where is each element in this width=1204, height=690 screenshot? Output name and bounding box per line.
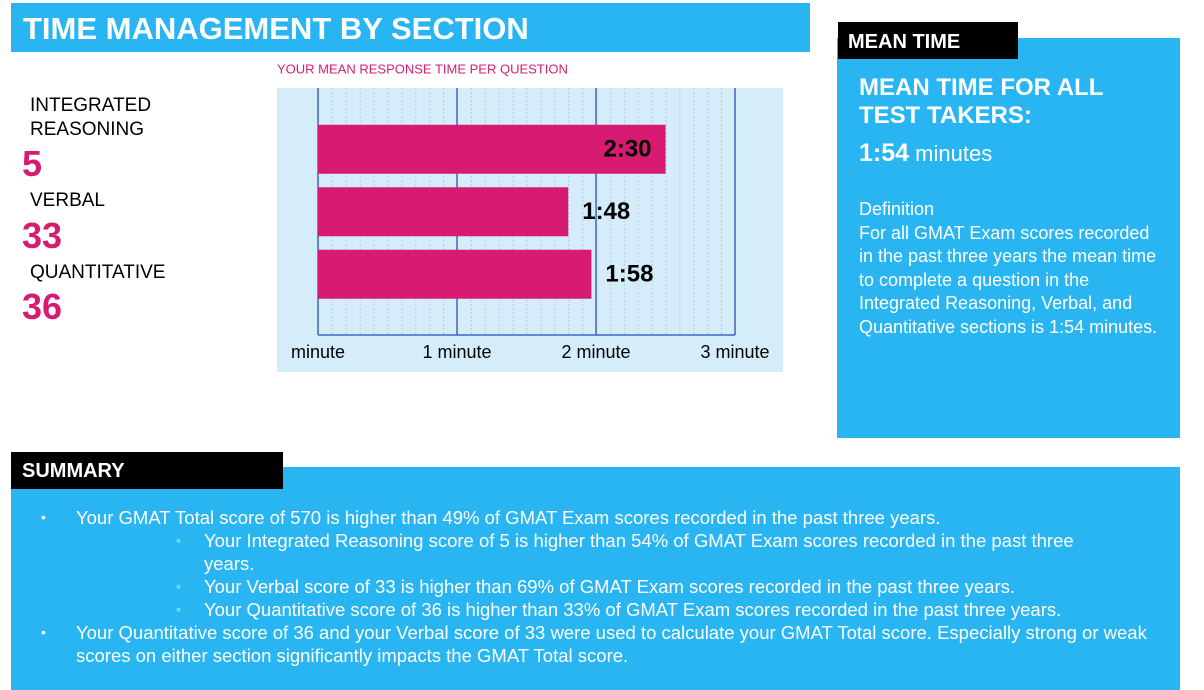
summary-subitem: Your Quantitative score of 36 is higher … — [76, 598, 1180, 621]
mean-time-panel: MEAN TIME FOR ALL TEST TAKERS: 1:54 minu… — [837, 38, 1180, 438]
bar — [318, 249, 592, 299]
section-score: 5 — [22, 143, 43, 184]
x-tick-label: 1 minute — [422, 342, 491, 362]
summary-subitem: Your Verbal score of 33 is higher than 6… — [76, 575, 1180, 598]
bar — [318, 124, 666, 174]
section-label: INTEGRATED REASONING — [30, 95, 152, 140]
x-tick-label: 3 minute — [701, 342, 770, 362]
summary-text: Your Quantitative score of 36 and your V… — [76, 622, 1147, 666]
section-score: 33 — [22, 215, 63, 256]
chart-subtitle: YOUR MEAN RESPONSE TIME PER QUESTION — [277, 61, 568, 76]
summary-text: Your GMAT Total score of 570 is higher t… — [76, 507, 941, 528]
value-label: 2:30 — [603, 136, 651, 163]
mean-time-header: MEAN TIME — [838, 22, 1018, 59]
section-label: QUANTITATIVE — [30, 262, 166, 283]
definition-block: Definition For all GMAT Exam scores reco… — [859, 198, 1164, 339]
value-label: 1:48 — [582, 198, 630, 225]
value-label: 1:58 — [605, 261, 653, 288]
mean-time-value-row: 1:54 minutes — [859, 139, 992, 168]
summary-list: Your GMAT Total score of 570 is higher t… — [11, 506, 1180, 667]
summary-sublist: Your Integrated Reasoning score of 5 is … — [76, 529, 1180, 621]
definition-label: Definition — [859, 199, 935, 219]
mean-time-heading: MEAN TIME FOR ALL TEST TAKERS: — [859, 74, 1103, 129]
section-score: 36 — [22, 286, 63, 327]
definition-text: For all GMAT Exam scores recorded in the… — [859, 222, 1158, 337]
bar — [318, 187, 569, 237]
summary-header: SUMMARY — [11, 452, 283, 489]
title: TIME MANAGEMENT BY SECTION — [23, 11, 529, 46]
chart: YOUR MEAN RESPONSE TIME PER QUESTION min… — [277, 61, 783, 372]
x-tick-label: 2 minute — [562, 342, 631, 362]
summary-panel: Your GMAT Total score of 570 is higher t… — [11, 467, 1180, 690]
section-label: VERBAL — [30, 190, 105, 211]
summary-item: Your GMAT Total score of 570 is higher t… — [11, 506, 1180, 621]
mean-time-value: 1:54 — [859, 139, 910, 167]
summary-subitem: Your Integrated Reasoning score of 5 is … — [76, 529, 1180, 575]
x-tick-label: minute — [291, 342, 345, 362]
mean-time-unit: minutes — [915, 141, 993, 166]
title-bar: TIME MANAGEMENT BY SECTION — [11, 3, 810, 52]
summary-item: Your Quantitative score of 36 and your V… — [11, 621, 1180, 667]
